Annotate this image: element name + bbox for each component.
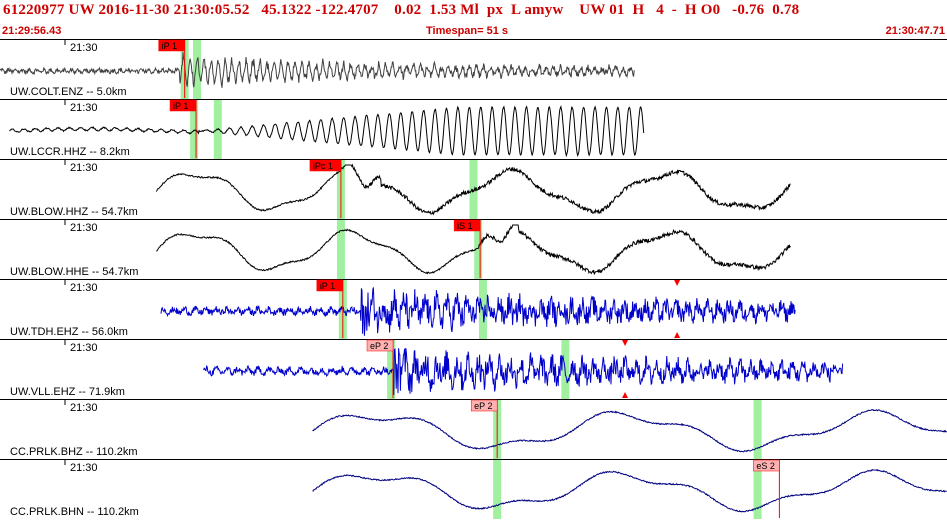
channel-panel[interactable]: eP 2 21:30 UW.VLL.EHZ -- 71.9km <box>0 339 947 400</box>
theoretical-arrival-bar <box>493 460 502 519</box>
waveform-trace <box>160 287 796 336</box>
phase-pick-label: iP 1 <box>162 41 177 51</box>
phase-pick-label: iP 1 <box>320 281 335 291</box>
channel-panel[interactable]: eP 2 21:30 CC.PRLK.BHZ -- 110.2km <box>0 399 947 460</box>
channel-panel[interactable]: iP 1 21:30 UW.TDH.EHZ -- 56.0km <box>0 279 947 340</box>
channel-panel[interactable]: eS 2 21:30 CC.PRLK.BHN -- 110.2km <box>0 459 947 520</box>
phase-pick-label: eP 2 <box>370 341 388 351</box>
phase-pick-label: eP 2 <box>474 401 492 411</box>
phase-pick-box <box>158 39 185 52</box>
channel-label: UW.BLOW.HHE -- 54.7km <box>10 266 138 278</box>
time-tick-label: 21:30 <box>70 282 98 294</box>
time-tick-label: 21:30 <box>70 42 98 54</box>
phase-pick-box <box>169 99 197 112</box>
phase-pick-label: eS 2 <box>756 461 775 471</box>
channel-label: CC.PRLK.BHZ -- 110.2km <box>10 446 138 458</box>
theoretical-arrival-bar <box>336 220 345 279</box>
phase-pick-label: iS 1 <box>457 221 473 231</box>
channel-label: UW.BLOW.HHZ -- 54.7km <box>10 206 138 218</box>
time-tick-label: 21:30 <box>70 402 98 414</box>
channel-panel[interactable]: iP 1 21:30 UW.LCCR.HHZ -- 8.2km <box>0 99 947 160</box>
time-tick-label: 21:30 <box>70 342 98 354</box>
amplitude-max-marker <box>622 340 629 346</box>
phase-pick-box <box>316 279 344 292</box>
theoretical-arrival-bar <box>474 220 483 279</box>
waveform-trace <box>9 104 645 158</box>
start-time-label: 21:29:56.43 <box>2 25 62 37</box>
time-tick-label: 21:30 <box>70 462 98 474</box>
theoretical-arrival-bar <box>753 400 762 459</box>
amplitude-min-marker <box>674 332 681 338</box>
amplitude-max-marker <box>674 280 681 286</box>
phase-pick-label: iPc 1 <box>313 161 333 171</box>
theoretical-arrival-bar <box>753 460 762 519</box>
channel-label: UW.TDH.EHZ -- 56.0km <box>10 326 128 338</box>
theoretical-arrival-bar <box>190 100 199 159</box>
waveform-trace <box>312 468 947 513</box>
seismogram-traces[interactable]: iP 1 21:30 UW.COLT.ENZ -- 5.0km iP 1 21:30 UW… <box>0 39 947 520</box>
event-header: 61220977 UW 2016-11-30 21:30:05.52 45.13… <box>0 0 947 24</box>
channel-panel[interactable]: iPc 1 21:30 UW.BLOW.HHZ -- 54.7km <box>0 159 947 220</box>
channel-panel[interactable]: iS 1 21:30 UW.BLOW.HHE -- 54.7km <box>0 219 947 280</box>
channel-label: UW.VLL.EHZ -- 71.9km <box>10 386 125 398</box>
theoretical-arrival-bar <box>469 160 478 219</box>
theoretical-arrival-bar <box>192 40 201 99</box>
time-tick-label: 21:30 <box>70 102 98 114</box>
waveform-trace <box>155 163 791 216</box>
phase-pick-box <box>453 219 481 232</box>
phase-pick-box <box>753 459 780 472</box>
time-tick-label: 21:30 <box>70 222 98 234</box>
waveform-trace <box>0 52 635 88</box>
time-tick-label: 21:30 <box>70 162 98 174</box>
end-time-label: 21:30:47.71 <box>885 25 945 37</box>
channel-label: UW.COLT.ENZ -- 5.0km <box>10 86 127 98</box>
waveform-trace <box>203 347 844 395</box>
phase-pick-box <box>366 339 394 352</box>
phase-pick-label: iP 1 <box>173 101 188 111</box>
amplitude-min-marker <box>622 392 629 398</box>
phase-pick-box <box>470 399 498 412</box>
waveform-trace <box>312 408 947 453</box>
waveform-trace <box>156 224 791 276</box>
phase-pick-box <box>309 159 342 172</box>
theoretical-arrival-bar <box>387 340 396 399</box>
channel-label: UW.LCCR.HHZ -- 8.2km <box>10 146 130 158</box>
channel-panel[interactable]: iP 1 21:30 UW.COLT.ENZ -- 5.0km <box>0 39 947 100</box>
channel-label: CC.PRLK.BHN -- 110.2km <box>10 506 139 518</box>
timespan-label: Timespan= 51 s <box>426 25 509 37</box>
event-summary-line: 61220977 UW 2016-11-30 21:30:05.52 45.13… <box>3 2 800 18</box>
